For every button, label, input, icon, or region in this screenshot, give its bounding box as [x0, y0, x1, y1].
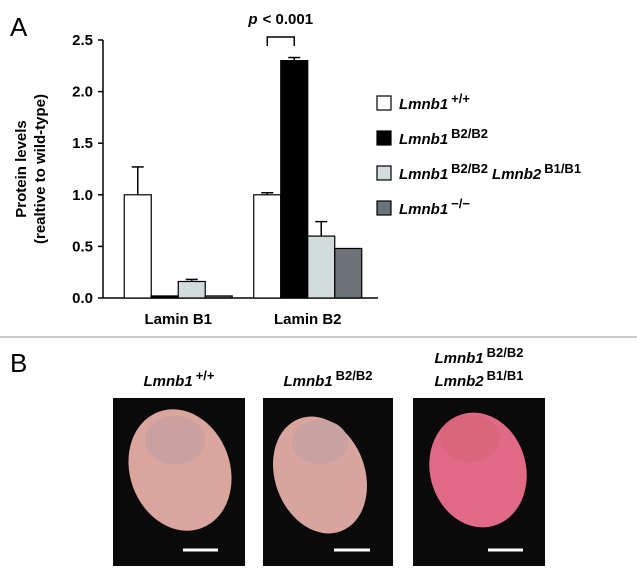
bar [280, 60, 309, 299]
superscript: B1/B1 [544, 161, 581, 176]
y-tick-label: 0.5 [72, 238, 93, 255]
legend-swatch [376, 165, 392, 181]
gene-name: Lmnb2 [492, 166, 542, 183]
x-tick-label: Lamin B1 [144, 311, 212, 328]
genotype-label: Lmnb1 −/− [399, 196, 470, 218]
embryo [145, 416, 205, 464]
genotype-label: Lmnb1 B2/B2 [399, 126, 488, 148]
error-bar [185, 278, 198, 282]
superscript: −/− [451, 196, 470, 211]
y-tick-label: 0.0 [72, 290, 93, 307]
genotype-label: Lmnb1 B2/B2 Lmnb2 B1/B1 [399, 161, 581, 183]
y-axis-label: Protein levels [13, 120, 30, 218]
error-bar [315, 220, 328, 237]
bar [334, 247, 363, 299]
superscript: +/+ [451, 91, 470, 106]
bar [123, 194, 152, 299]
gene-name: Lmnb1 [434, 350, 483, 367]
significance-bracket [266, 36, 295, 46]
annotation: p < 0.001 [247, 11, 313, 28]
y-tick-label: 2.0 [72, 84, 93, 101]
y-tick-label: 1.0 [72, 187, 93, 204]
superscript: B2/B2 [451, 126, 488, 141]
annotation-text: < 0.001 [263, 11, 313, 28]
panel-label: A [10, 12, 28, 42]
legend-swatch [376, 95, 392, 111]
gene-name: Lmnb1 [144, 373, 193, 390]
annotation-symbol: p [247, 11, 257, 28]
legend-swatch [376, 130, 392, 146]
genotype-label: Lmnb1 B2/B2 [434, 345, 523, 367]
superscript: B2/B2 [487, 345, 524, 360]
panel-label: B [10, 348, 27, 378]
photos [113, 398, 545, 566]
gene-name: Lmnb1 [399, 96, 448, 113]
superscript: B1/B1 [487, 368, 524, 383]
error-bar [261, 191, 274, 195]
gene-name: Lmnb1 [399, 166, 448, 183]
genotype-label: Lmnb1 B2/B2 [283, 368, 372, 390]
genotype-label: Lmnb2 B1/B1 [434, 368, 523, 390]
bar [150, 295, 179, 299]
bar [307, 235, 336, 299]
superscript: B2/B2 [336, 368, 373, 383]
y-tick-label: 1.5 [72, 135, 93, 152]
gene-name: Lmnb2 [434, 373, 484, 390]
embryo [440, 414, 500, 462]
superscript: B2/B2 [451, 161, 488, 176]
gene-name: Lmnb1 [399, 201, 448, 218]
x-tick-label: Lamin B2 [274, 311, 342, 328]
bar [253, 194, 282, 299]
error-bar [131, 166, 144, 195]
superscript: +/+ [196, 368, 215, 383]
gene-name: Lmnb1 [399, 131, 448, 148]
bar [177, 280, 206, 299]
embryo [292, 420, 348, 464]
error-bar [288, 56, 301, 61]
legend-swatch [376, 200, 392, 216]
gene-name: Lmnb1 [283, 373, 332, 390]
y-tick-label: 2.5 [72, 32, 93, 49]
genotype-label: Lmnb1 +/+ [399, 91, 470, 113]
genotype-label: Lmnb1 +/+ [144, 368, 215, 390]
bar [204, 295, 233, 299]
y-axis-label: (realtive to wild-type) [32, 94, 49, 244]
